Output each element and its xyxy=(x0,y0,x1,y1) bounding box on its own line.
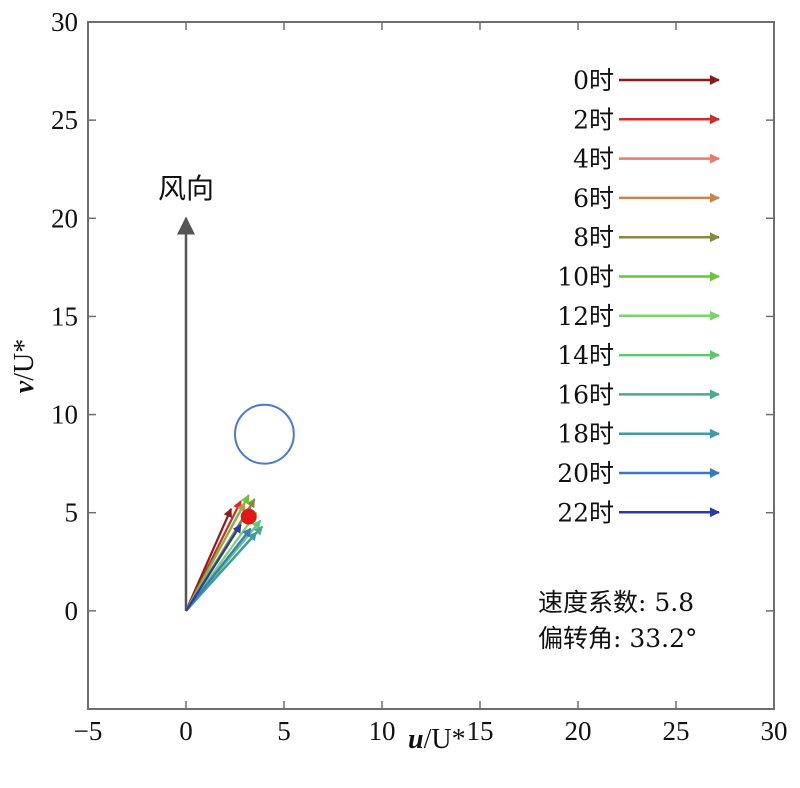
x-axis-units: /U* xyxy=(424,724,466,755)
y-tick-label: 5 xyxy=(65,498,79,528)
legend-label: 0时 xyxy=(573,66,614,95)
mean-dot xyxy=(240,508,257,525)
reference-circle xyxy=(234,403,295,465)
legend-label: 2时 xyxy=(573,105,614,134)
legend-label: 6时 xyxy=(573,184,614,213)
y-tick-label: 10 xyxy=(51,400,78,430)
vector-10 xyxy=(185,527,252,612)
mean-point xyxy=(240,508,257,525)
x-tick-labels: −5 0 5 10 15 20 25 30 xyxy=(74,716,788,746)
speed-coefficient: 速度系数: 5.8 xyxy=(538,588,694,617)
y-tick-label: 30 xyxy=(51,7,78,37)
legend-label: 20时 xyxy=(557,459,614,488)
y-tick-label: 20 xyxy=(51,203,78,233)
y-tick-labels: 0 5 10 15 20 25 30 xyxy=(51,7,78,626)
tick-group xyxy=(87,21,775,709)
x-tick-label: 10 xyxy=(369,716,396,746)
y-axis-title: v/U* xyxy=(9,339,40,393)
y-tick-label: 25 xyxy=(51,105,78,135)
x-tick-label: 30 xyxy=(761,716,788,746)
circle-mark xyxy=(234,403,295,465)
hourly-vectors xyxy=(184,494,264,612)
y-axis-units: /U* xyxy=(9,339,40,381)
legend-label: 12时 xyxy=(557,302,614,331)
vector-11 xyxy=(185,523,242,612)
x-tick-label: 15 xyxy=(467,716,494,746)
x-tick-label: −5 xyxy=(74,716,103,746)
legend-label: 10时 xyxy=(557,263,614,292)
y-tick-label: 15 xyxy=(51,301,78,331)
x-tick-label: 25 xyxy=(663,716,690,746)
y-tick-label: 0 xyxy=(65,596,79,626)
deflection-angle: 偏转角: 33.2° xyxy=(538,624,698,653)
x-tick-label: 0 xyxy=(179,716,193,746)
legend-label: 16时 xyxy=(557,380,614,409)
vector-9 xyxy=(185,531,258,612)
legend-label: 4时 xyxy=(573,145,614,174)
legend: 0时 2时 4时 6时 8时 10时 12时 14时 16时 18时 20时 22时 xyxy=(557,66,720,527)
legend-label: 22时 xyxy=(557,498,614,527)
vector-5 xyxy=(185,494,250,612)
y-axis-variable: v xyxy=(9,380,40,393)
x-axis-variable: u xyxy=(408,724,424,755)
x-tick-label: 20 xyxy=(565,716,592,746)
wind-direction-label: 风向 xyxy=(158,172,214,205)
x-axis-title: u/U* xyxy=(408,724,466,755)
x-tick-label: 5 xyxy=(277,716,291,746)
plot-frame xyxy=(87,21,775,710)
legend-label: 14时 xyxy=(557,341,614,370)
legend-label: 8时 xyxy=(573,223,614,252)
legend-label: 18时 xyxy=(557,420,614,449)
